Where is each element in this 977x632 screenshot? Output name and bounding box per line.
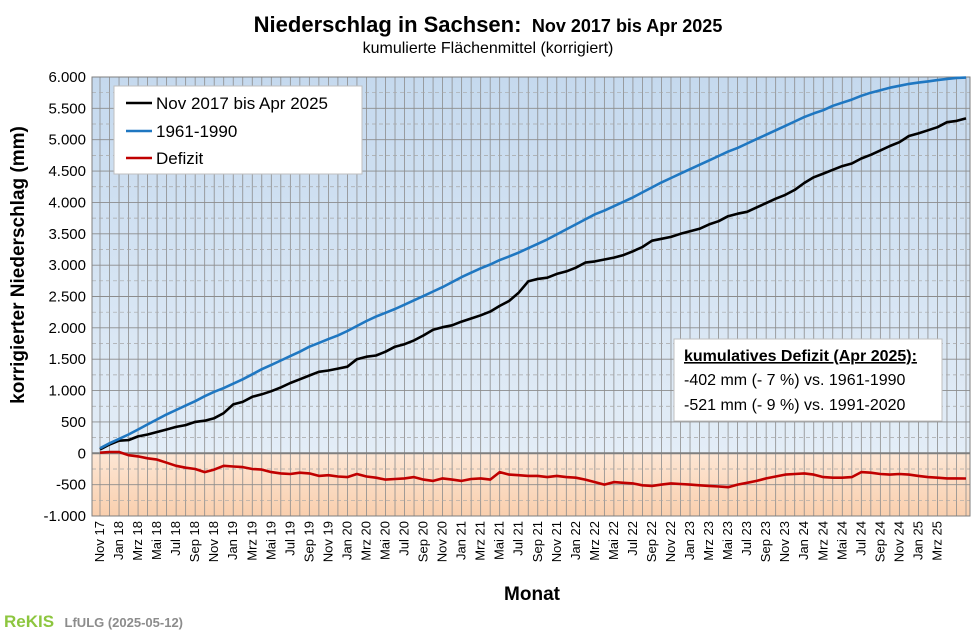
y-axis-label: korrigierter Niederschlag (mm) [8, 126, 29, 404]
y-tick-label: 500 [61, 414, 86, 431]
x-tick-label: Jul 24 [853, 521, 868, 556]
plot-frame [91, 76, 971, 517]
x-tick-label: Sep 18 [187, 521, 202, 562]
legend-box [113, 85, 363, 175]
x-tick-label: Mrz 19 [244, 521, 259, 561]
x-tick-label: Nov 24 [891, 521, 906, 562]
series-lines [99, 76, 967, 489]
y-tick-label: 2.500 [48, 289, 86, 306]
y-tick-label: -500 [56, 477, 86, 494]
x-tick-label: Jul 22 [625, 521, 640, 556]
y-tick-label: 0 [78, 445, 86, 462]
y-tick-label: 6.000 [48, 69, 86, 86]
x-tick-label: Jan 22 [568, 521, 583, 560]
x-tick-label: Mrz 23 [701, 521, 716, 561]
x-tick-label: Jul 20 [397, 521, 412, 556]
info-box-frame [673, 338, 943, 422]
chart-title-main: Niederschlag in Sachsen: [254, 12, 522, 37]
y-tick-label: 3.000 [48, 257, 86, 274]
y-tick-label: 5.500 [48, 100, 86, 117]
x-tick-label: Mai 20 [378, 521, 393, 560]
x-tick-label: Jan 23 [682, 521, 697, 560]
info-box-title: kumulatives Defizit (Apr 2025): [684, 348, 917, 365]
x-tick-label: Sep 23 [758, 521, 773, 562]
x-tick-label: Jan 21 [454, 521, 469, 560]
x-tick-label: Mai 19 [263, 521, 278, 560]
y-tick-label: 5.000 [48, 132, 86, 149]
x-tick-label: Mrz 22 [587, 521, 602, 561]
x-tick-label: Mai 23 [720, 521, 735, 560]
footer: ReKIS LfULG (2025-05-12) [4, 612, 183, 631]
y-tick-label: 1.000 [48, 383, 86, 400]
x-tick-label: Jul 23 [739, 521, 754, 556]
x-tick-label: Mrz 25 [930, 521, 945, 561]
x-tick-label: Jul 21 [511, 521, 526, 556]
y-tick-label: 3.500 [48, 226, 86, 243]
x-tick-label: Jan 25 [910, 521, 925, 560]
footer-source: LfULG (2025-05-12) [65, 615, 183, 630]
x-tick-label: Sep 20 [416, 521, 431, 562]
x-tick-labels: Nov 17 Jan 18 Mrz 18 Mai 18 Jul 18 Sep 18 Nov … [92, 521, 945, 562]
info-box-line-2: -521 mm (- 9 %) vs. 1991-2020 [684, 397, 906, 414]
x-tick-label: Mrz 24 [815, 521, 830, 561]
chart-title: Niederschlag in Sachsen: Nov 2017 bis Ap… [254, 12, 723, 37]
y-tick-label: 4.500 [48, 163, 86, 180]
x-tick-label: Sep 22 [644, 521, 659, 562]
x-tick-label: Nov 21 [549, 521, 564, 562]
legend-label-series-2: 1961-1990 [156, 122, 237, 141]
x-tick-label: Mrz 20 [359, 521, 374, 561]
y-tick-label: 2.000 [48, 320, 86, 337]
series-line-2 [99, 76, 967, 450]
y-tick-label: 4.000 [48, 194, 86, 211]
x-tick-label: Mrz 21 [473, 521, 488, 561]
x-tick-label: Nov 18 [206, 521, 221, 562]
x-tick-label: Mai 22 [606, 521, 621, 560]
x-tick-label: Jul 19 [282, 521, 297, 556]
series-line-1 [99, 117, 967, 451]
info-box-line-1: -402 mm (- 7 %) vs. 1961-1990 [684, 372, 906, 389]
x-axis-label: Monat [504, 584, 561, 605]
x-tick-label: Nov 22 [663, 521, 678, 562]
x-tick-label: Nov 23 [777, 521, 792, 562]
x-tick-label: Nov 17 [92, 521, 107, 562]
x-tick-label: Jan 24 [796, 521, 811, 560]
chart-subtitle: kumulierte Flächenmittel (korrigiert) [363, 40, 614, 57]
chart-title-period: Nov 2017 bis Apr 2025 [532, 16, 722, 36]
x-tick-label: Mai 21 [492, 521, 507, 560]
x-tick-label: Sep 24 [872, 521, 887, 562]
legend-label-series-3: Defizit [156, 149, 204, 168]
deficit-info-box: kumulatives Defizit (Apr 2025): -402 mm … [673, 338, 943, 422]
x-tick-label: Mai 24 [834, 521, 849, 560]
x-tick-label: Sep 19 [301, 521, 316, 562]
x-tick-label: Nov 19 [320, 521, 335, 562]
rekis-logo: ReKIS [4, 612, 54, 631]
y-tick-label: 1.500 [48, 351, 86, 368]
x-tick-label: Sep 21 [530, 521, 545, 562]
legend-label-series-1: Nov 2017 bis Apr 2025 [156, 94, 328, 113]
x-tick-label: Mai 18 [149, 521, 164, 560]
x-tick-label: Mrz 18 [130, 521, 145, 561]
series-line-3 [99, 450, 967, 489]
x-tick-label: Jan 18 [111, 521, 126, 560]
x-tick-label: Jan 19 [225, 521, 240, 560]
x-tick-label: Jan 20 [339, 521, 354, 560]
y-tick-labels: -1.000 -500 0 500 1.000 1.500 2.000 2.500 3.000 3… [43, 69, 86, 525]
legend: Nov 2017 bis Apr 2025 1961-1990 Defizit [113, 85, 363, 175]
y-tick-label: -1.000 [43, 508, 86, 525]
x-tick-label: Jul 18 [168, 521, 183, 556]
x-tick-label: Nov 20 [435, 521, 450, 562]
